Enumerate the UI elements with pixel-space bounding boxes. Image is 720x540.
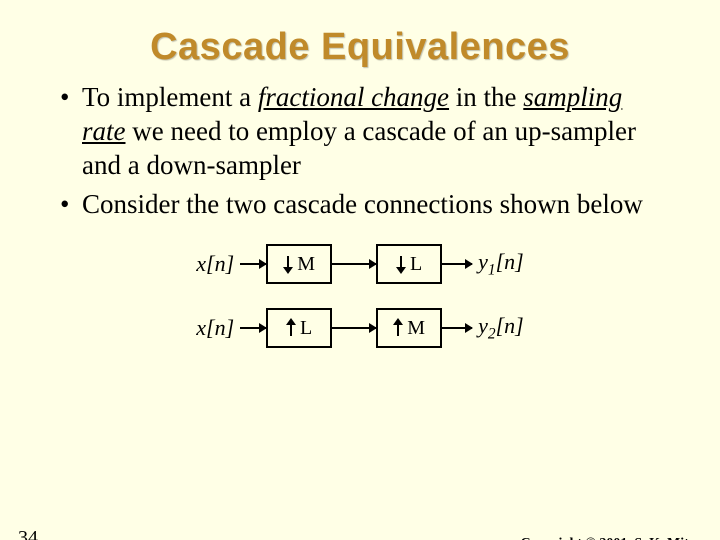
down-arrow-icon bbox=[396, 254, 406, 274]
signal-input-label: x[n] bbox=[196, 251, 234, 277]
block-1: L bbox=[266, 308, 332, 348]
output-base: y bbox=[478, 313, 488, 338]
output-subscript: 2 bbox=[488, 325, 496, 342]
signal-output-label: y1[n] bbox=[478, 249, 524, 279]
bullet-marker: • bbox=[60, 81, 82, 115]
copyright-notice: Copyright © 2001, S. K. Mitra bbox=[520, 536, 702, 540]
block-1: M bbox=[266, 244, 332, 284]
bullet-item: • Consider the two cascade connections s… bbox=[60, 188, 660, 222]
signal-output-label: y2[n] bbox=[478, 313, 524, 343]
arrow-icon bbox=[332, 263, 376, 265]
bullet-list: • To implement a fractional change in th… bbox=[60, 81, 660, 222]
block-letter: L bbox=[300, 317, 312, 340]
block-letter: M bbox=[407, 317, 425, 340]
bullet-text-segment: Consider the two cascade connections sho… bbox=[82, 189, 643, 219]
arrow-icon bbox=[240, 327, 266, 329]
up-arrow-icon bbox=[286, 318, 296, 338]
bullet-text: Consider the two cascade connections sho… bbox=[82, 188, 660, 222]
slide-title: Cascade Equivalences bbox=[0, 26, 720, 69]
bullet-text-segment: in the bbox=[449, 82, 523, 112]
down-arrow-icon bbox=[283, 254, 293, 274]
block-letter: L bbox=[410, 253, 422, 276]
bullet-text-segment: To implement a bbox=[82, 82, 258, 112]
bullet-marker: • bbox=[60, 188, 82, 222]
bullet-text: To implement a fractional change in the … bbox=[82, 81, 660, 182]
arrow-icon bbox=[442, 263, 472, 265]
up-arrow-icon bbox=[393, 318, 403, 338]
arrow-icon bbox=[442, 327, 472, 329]
output-index: [n] bbox=[496, 249, 524, 274]
block-2: L bbox=[376, 244, 442, 284]
output-subscript: 1 bbox=[488, 261, 496, 278]
arrow-icon bbox=[240, 263, 266, 265]
output-index: [n] bbox=[496, 313, 524, 338]
signal-input-label: x[n] bbox=[196, 315, 234, 341]
output-base: y bbox=[478, 249, 488, 274]
bullet-text-segment: we need to employ a cascade of an up-sam… bbox=[82, 116, 636, 180]
cascade-row-1: x[n] M L y1[n] bbox=[196, 244, 523, 284]
bullet-text-emphasis: fractional change bbox=[258, 82, 449, 112]
cascade-row-2: x[n] L M y2[n] bbox=[196, 308, 523, 348]
diagram-area: x[n] M L y1[n] x[n] L M y2[n] bbox=[0, 244, 720, 348]
bullet-item: • To implement a fractional change in th… bbox=[60, 81, 660, 182]
arrow-icon bbox=[332, 327, 376, 329]
page-number: 34 bbox=[18, 527, 38, 540]
block-letter: M bbox=[297, 253, 315, 276]
block-2: M bbox=[376, 308, 442, 348]
